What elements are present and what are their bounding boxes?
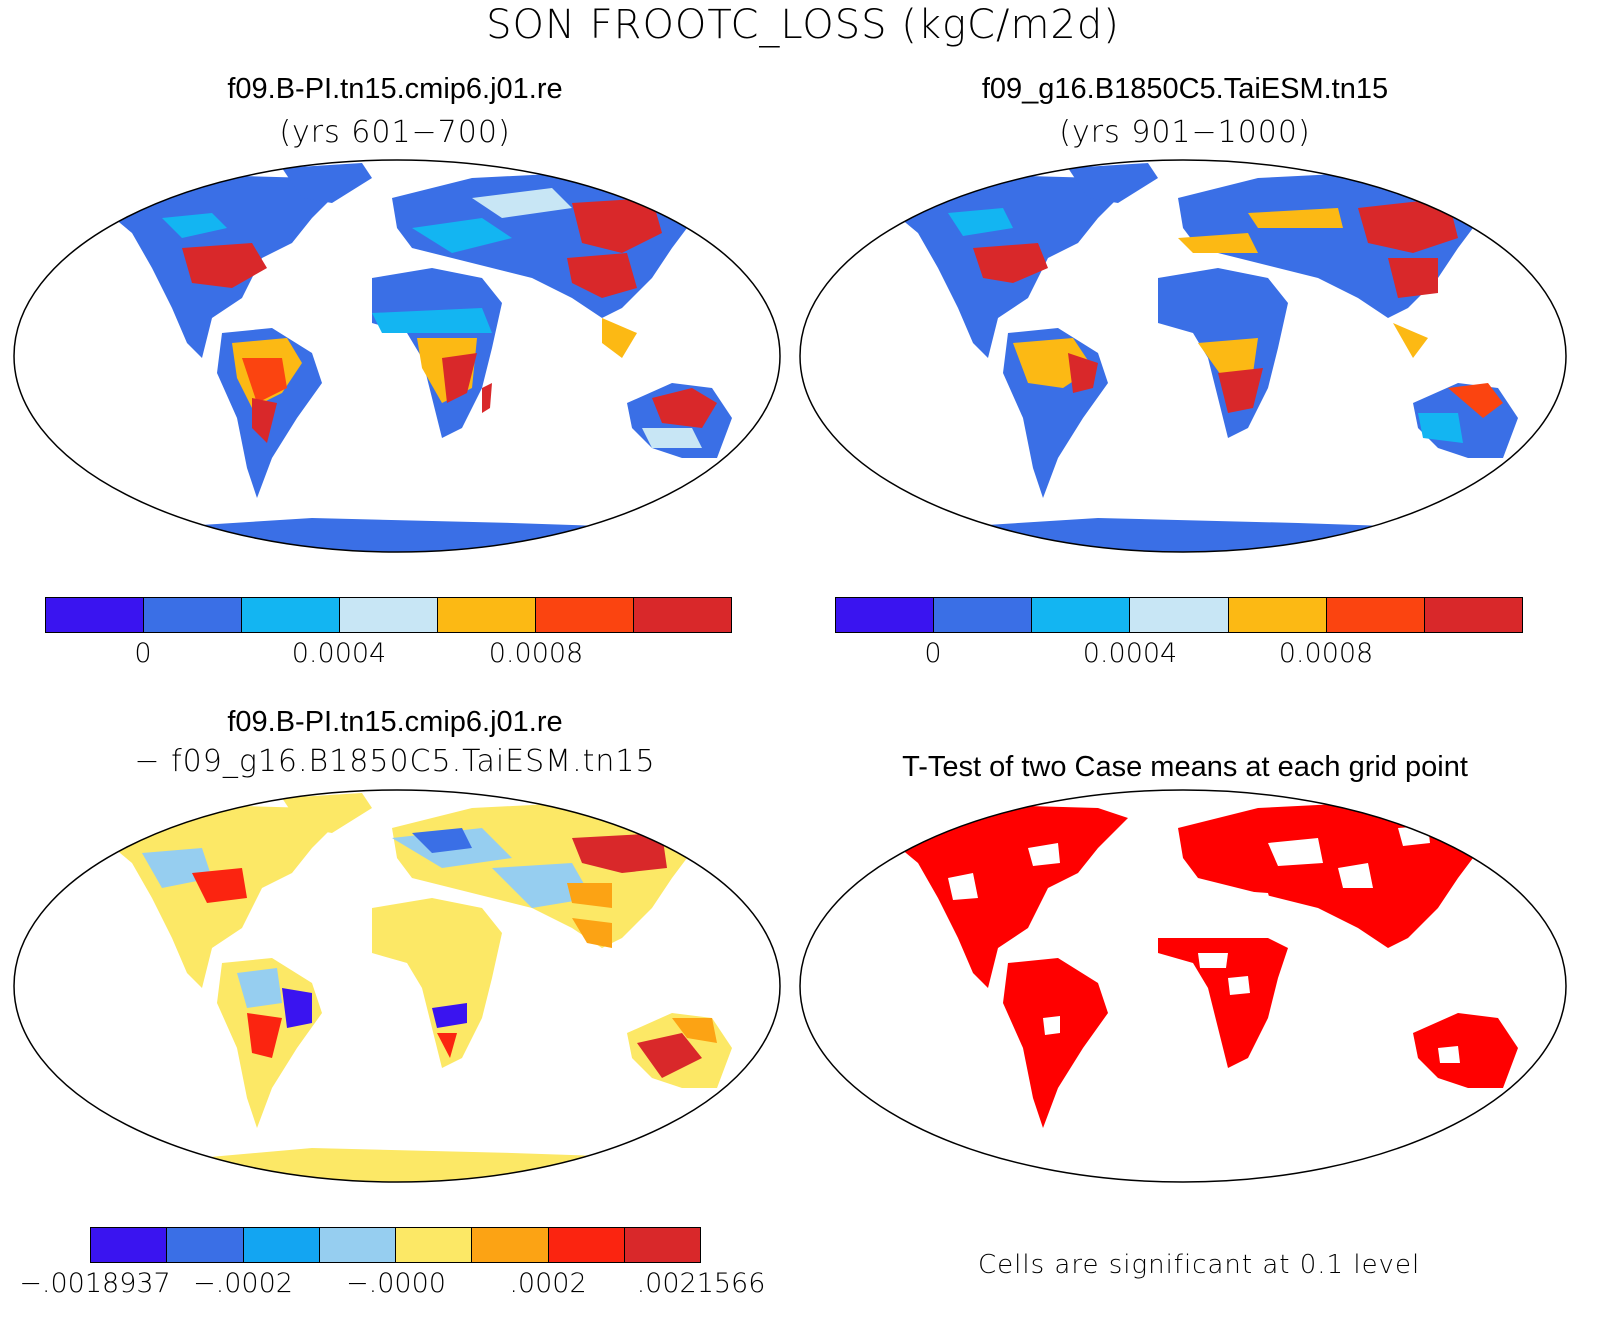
- colorbar-cell: [144, 598, 242, 632]
- land-case2: [800, 163, 1566, 552]
- greenland: [282, 163, 372, 203]
- panel-diff-title: f09.B-PI.tn15.cmip6.j01.re: [227, 706, 563, 738]
- colorbar-cell: [438, 598, 536, 632]
- colorbar-cell: [340, 598, 438, 632]
- colorbar-diff-label: .0002: [509, 1268, 587, 1299]
- colorbar-cell: [1228, 598, 1327, 632]
- colorbar-diff-label: −.0000: [346, 1268, 446, 1299]
- colorbar-cell: [1130, 598, 1229, 632]
- panel-case1-title: f09.B-PI.tn15.cmip6.j01.re: [227, 73, 563, 105]
- colorbar-diff-label: −.0018937: [19, 1268, 171, 1299]
- colorbar-case1-label: 0.0008: [488, 638, 584, 669]
- panel-case2-title: f09_g16.B1850C5.TaiESM.tn15: [981, 73, 1389, 105]
- colorbar-cell: [634, 598, 731, 632]
- colorbar-diff-label: −.0002: [193, 1268, 293, 1299]
- colorbar-cell: [319, 1228, 396, 1262]
- significance-note: Cells are significant at 0.1 level: [978, 1250, 1421, 1280]
- colorbar-cell: [536, 598, 634, 632]
- figure-title: SON FROOTC_LOSS (kgC/m2d): [486, 2, 1120, 48]
- map-case1: [13, 159, 781, 553]
- panel-diff-subtitle: − f09_g16.B1850C5.TaiESM.tn15: [134, 744, 656, 779]
- colorbar-cell: [1424, 598, 1522, 632]
- colorbar-diff: [90, 1227, 701, 1263]
- map-diff: [13, 789, 781, 1183]
- land-case1: [14, 163, 780, 552]
- colorbar-cell: [934, 598, 1033, 632]
- colorbar-case2-label: 0: [924, 638, 942, 669]
- colorbar-case2-label: 0.0004: [1082, 638, 1178, 669]
- colorbar-cell: [243, 1228, 320, 1262]
- colorbar-case2: [835, 597, 1523, 633]
- colorbar-cell: [472, 1228, 549, 1262]
- land-diff: [102, 793, 732, 1182]
- colorbar-cell: [396, 1228, 473, 1262]
- not-significant-gaps: [948, 826, 1460, 1063]
- colorbar-cell: [1032, 598, 1131, 632]
- colorbar-cell: [836, 598, 935, 632]
- colorbar-cell: [167, 1228, 244, 1262]
- panel-ttest-title: T-Test of two Case means at each grid po…: [902, 751, 1468, 783]
- colorbar-case2-label: 0.0008: [1278, 638, 1374, 669]
- colorbar-cell: [46, 598, 144, 632]
- colorbar-cell: [548, 1228, 625, 1262]
- map-case2: [799, 159, 1567, 553]
- colorbar-case1: [45, 597, 732, 633]
- colorbar-diff-label: .0021566: [636, 1268, 766, 1299]
- map-ttest: [799, 789, 1567, 1183]
- colorbar-cell: [624, 1228, 700, 1262]
- colorbar-case1-label: 0: [134, 638, 152, 669]
- colorbar-cell: [242, 598, 340, 632]
- colorbar-cell: [91, 1228, 168, 1262]
- panel-case1-subtitle: (yrs 601−700): [279, 115, 511, 150]
- panel-case2-subtitle: (yrs 901−1000): [1059, 115, 1311, 150]
- colorbar-cell: [1326, 598, 1425, 632]
- colorbar-case1-label: 0.0004: [291, 638, 387, 669]
